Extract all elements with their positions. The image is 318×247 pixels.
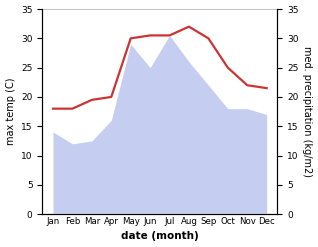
Y-axis label: med. precipitation (kg/m2): med. precipitation (kg/m2) — [302, 46, 313, 177]
X-axis label: date (month): date (month) — [121, 231, 199, 242]
Y-axis label: max temp (C): max temp (C) — [5, 78, 16, 145]
